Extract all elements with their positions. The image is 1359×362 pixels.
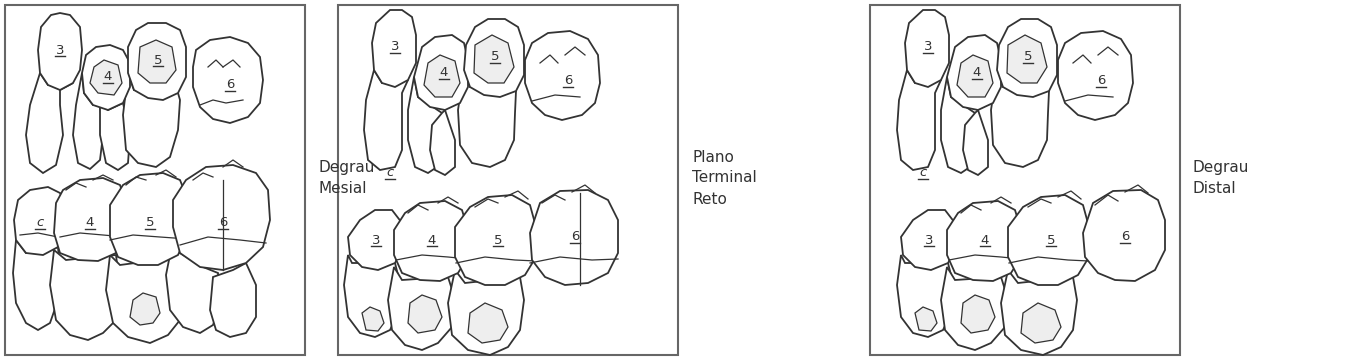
Polygon shape [957, 55, 993, 97]
Text: Plano
Terminal
Reto: Plano Terminal Reto [692, 150, 757, 206]
Text: 3: 3 [56, 43, 64, 56]
Polygon shape [525, 31, 601, 120]
Polygon shape [947, 201, 1021, 281]
Polygon shape [467, 303, 508, 343]
Polygon shape [905, 10, 949, 87]
Polygon shape [90, 60, 122, 95]
Text: 4: 4 [86, 216, 94, 230]
Polygon shape [1002, 270, 1076, 355]
Polygon shape [211, 263, 255, 337]
Polygon shape [82, 45, 130, 110]
Text: 4: 4 [428, 233, 436, 247]
Polygon shape [947, 35, 1002, 110]
Polygon shape [364, 70, 408, 170]
Polygon shape [128, 23, 186, 100]
Text: 3: 3 [372, 233, 381, 247]
Bar [870, 5, 1180, 355]
Polygon shape [38, 13, 82, 90]
Bar [5, 5, 304, 355]
Text: Degrau
Mesial: Degrau Mesial [318, 160, 374, 196]
Polygon shape [14, 240, 60, 330]
Polygon shape [474, 35, 514, 83]
Text: c: c [386, 167, 394, 180]
Polygon shape [348, 210, 404, 270]
Text: 6: 6 [564, 75, 572, 88]
Polygon shape [139, 40, 177, 83]
Text: 6: 6 [1121, 231, 1129, 244]
Polygon shape [897, 70, 940, 170]
Polygon shape [901, 210, 957, 270]
Polygon shape [991, 70, 1049, 167]
Polygon shape [166, 240, 220, 333]
Polygon shape [344, 255, 400, 337]
Polygon shape [110, 173, 188, 265]
Polygon shape [124, 73, 179, 167]
Bar [338, 5, 678, 355]
Polygon shape [414, 35, 467, 110]
Text: 3: 3 [924, 41, 932, 54]
Polygon shape [408, 77, 444, 173]
Polygon shape [998, 19, 1057, 97]
Text: 3: 3 [391, 41, 400, 54]
Text: c: c [920, 167, 927, 180]
Polygon shape [408, 295, 442, 333]
Polygon shape [26, 73, 73, 173]
Text: 5: 5 [491, 51, 499, 63]
Text: 4: 4 [440, 67, 448, 80]
Text: 5: 5 [1046, 233, 1055, 247]
Text: 5: 5 [145, 216, 155, 230]
Polygon shape [1007, 35, 1046, 83]
Polygon shape [394, 201, 467, 281]
Text: 4: 4 [981, 233, 989, 247]
Polygon shape [458, 70, 516, 167]
Polygon shape [50, 250, 120, 340]
Polygon shape [73, 73, 103, 169]
Polygon shape [429, 110, 455, 175]
Polygon shape [897, 255, 953, 337]
Text: 4: 4 [103, 71, 113, 84]
Polygon shape [54, 178, 126, 261]
Polygon shape [14, 187, 67, 255]
Polygon shape [1008, 195, 1089, 285]
Polygon shape [106, 255, 183, 343]
Text: 5: 5 [493, 233, 503, 247]
Text: 5: 5 [1023, 51, 1033, 63]
Text: 6: 6 [1097, 75, 1105, 88]
Text: 4: 4 [973, 67, 981, 80]
Polygon shape [463, 19, 525, 97]
Text: c: c [37, 216, 43, 230]
Polygon shape [961, 295, 995, 333]
Polygon shape [1083, 190, 1165, 281]
Polygon shape [101, 103, 130, 170]
Polygon shape [1021, 303, 1061, 343]
Polygon shape [455, 195, 535, 285]
Text: Degrau
Distal: Degrau Distal [1192, 160, 1249, 196]
Text: 3: 3 [924, 233, 934, 247]
Text: 5: 5 [154, 54, 162, 67]
Polygon shape [964, 110, 988, 175]
Polygon shape [130, 293, 160, 325]
Polygon shape [915, 307, 936, 331]
Polygon shape [940, 267, 1008, 350]
Polygon shape [940, 77, 978, 173]
Polygon shape [530, 190, 618, 285]
Text: 6: 6 [219, 216, 227, 230]
Polygon shape [1059, 31, 1133, 120]
Polygon shape [372, 10, 416, 87]
Polygon shape [424, 55, 459, 97]
Text: 6: 6 [571, 231, 579, 244]
Polygon shape [193, 37, 264, 123]
Polygon shape [389, 267, 455, 350]
Text: 6: 6 [226, 79, 234, 92]
Polygon shape [361, 307, 385, 331]
Polygon shape [173, 165, 270, 270]
Polygon shape [448, 270, 525, 355]
